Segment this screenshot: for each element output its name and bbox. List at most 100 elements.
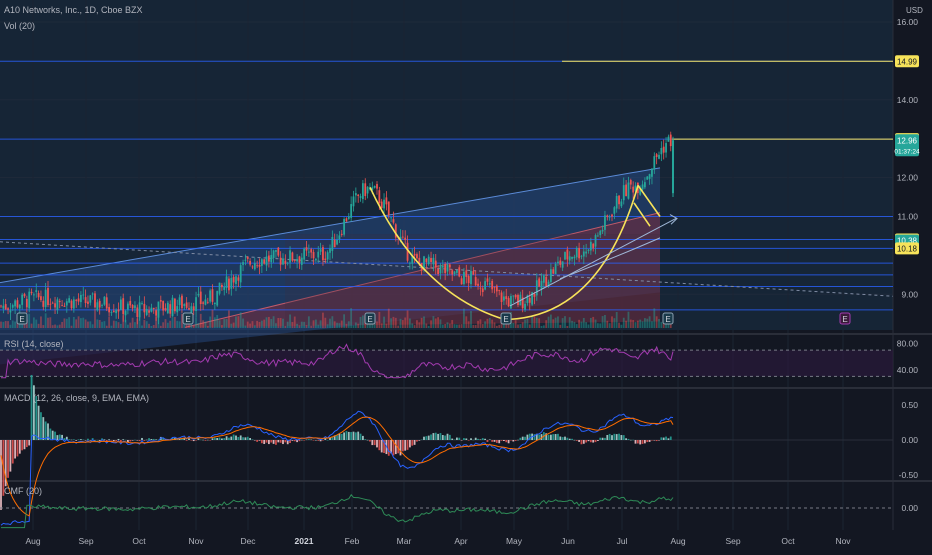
candle-body[interactable] <box>244 259 247 261</box>
candle-body[interactable] <box>206 301 209 303</box>
candle-body[interactable] <box>651 168 653 177</box>
candle-body[interactable] <box>112 310 115 313</box>
candle-body[interactable] <box>552 269 555 274</box>
candle-body[interactable] <box>448 264 451 268</box>
candle-body[interactable] <box>608 216 611 218</box>
candle-body[interactable] <box>221 284 223 288</box>
candle-body[interactable] <box>418 257 421 263</box>
candle-body[interactable] <box>58 300 61 303</box>
candle-body[interactable] <box>322 247 324 261</box>
candle-body[interactable] <box>134 305 136 309</box>
candle-body[interactable] <box>185 302 188 308</box>
candle-body[interactable] <box>47 288 49 306</box>
candle-body[interactable] <box>270 255 273 263</box>
candle-body[interactable] <box>192 306 195 311</box>
candle-body[interactable] <box>347 216 350 219</box>
candle-body[interactable] <box>634 185 637 191</box>
candle-body[interactable] <box>648 174 651 179</box>
candle-body[interactable] <box>653 156 656 170</box>
candle-body[interactable] <box>317 251 320 258</box>
candle-body[interactable] <box>183 304 186 306</box>
candle-body[interactable] <box>566 249 569 260</box>
candle-body[interactable] <box>249 260 251 265</box>
candle-body[interactable] <box>307 251 310 253</box>
candle-body[interactable] <box>672 140 674 194</box>
candle-body[interactable] <box>641 184 644 190</box>
candle-body[interactable] <box>451 270 454 275</box>
candle-body[interactable] <box>75 299 78 301</box>
candle-body[interactable] <box>662 146 665 153</box>
candle-body[interactable] <box>159 300 162 302</box>
candle-body[interactable] <box>470 270 472 285</box>
candle-body[interactable] <box>481 288 484 292</box>
candle-body[interactable] <box>56 299 59 311</box>
candle-body[interactable] <box>439 265 442 274</box>
candle-body[interactable] <box>218 282 221 294</box>
candle-body[interactable] <box>437 269 439 275</box>
candle-body[interactable] <box>166 302 169 314</box>
candle-body[interactable] <box>30 291 33 294</box>
candle-body[interactable] <box>230 277 233 289</box>
candle-body[interactable] <box>561 261 564 268</box>
candle-body[interactable] <box>162 300 165 311</box>
candle-body[interactable] <box>498 289 501 291</box>
candle-body[interactable] <box>298 256 301 263</box>
price-axis[interactable]: 16.0014.0012.0011.009.0014.9912.9912.960… <box>894 17 920 513</box>
candle-body[interactable] <box>488 283 491 285</box>
candle-body[interactable] <box>387 201 390 216</box>
candle-body[interactable] <box>333 239 336 248</box>
candle-body[interactable] <box>599 230 602 236</box>
candle-body[interactable] <box>136 307 139 318</box>
candle-body[interactable] <box>284 260 287 264</box>
candle-body[interactable] <box>660 148 663 155</box>
candle-body[interactable] <box>416 254 418 259</box>
candle-body[interactable] <box>575 247 578 258</box>
candle-body[interactable] <box>21 294 24 305</box>
candle-body[interactable] <box>155 310 157 316</box>
candle-body[interactable] <box>188 308 190 310</box>
macd-pane[interactable] <box>0 374 893 526</box>
candle-body[interactable] <box>82 294 85 296</box>
candle-body[interactable] <box>646 176 649 180</box>
candle-body[interactable] <box>127 303 129 310</box>
candle-body[interactable] <box>63 305 66 307</box>
candle-body[interactable] <box>94 293 96 308</box>
candle-body[interactable] <box>472 271 475 275</box>
candle-body[interactable] <box>456 270 458 273</box>
candle-body[interactable] <box>453 271 456 275</box>
candle-body[interactable] <box>531 292 533 305</box>
candle-body[interactable] <box>491 280 494 290</box>
candle-body[interactable] <box>33 294 35 296</box>
candle-body[interactable] <box>131 305 134 309</box>
candle-body[interactable] <box>176 306 179 313</box>
candle-body[interactable] <box>171 297 174 317</box>
candle-body[interactable] <box>655 154 658 157</box>
candle-body[interactable] <box>293 260 296 262</box>
candle-body[interactable] <box>291 252 294 261</box>
candle-body[interactable] <box>404 237 407 241</box>
candle-body[interactable] <box>28 291 31 309</box>
candle-body[interactable] <box>479 287 482 289</box>
candle-body[interactable] <box>310 249 313 253</box>
candle-body[interactable] <box>512 295 515 297</box>
candle-body[interactable] <box>582 251 585 257</box>
candle-body[interactable] <box>148 310 150 313</box>
candle-body[interactable] <box>639 189 642 195</box>
candle-body[interactable] <box>77 298 80 302</box>
candle-body[interactable] <box>446 264 449 272</box>
candle-body[interactable] <box>11 305 14 308</box>
candle-body[interactable] <box>425 258 428 263</box>
candle-body[interactable] <box>540 280 543 289</box>
candle-body[interactable] <box>315 259 317 261</box>
candle-body[interactable] <box>51 302 54 304</box>
candle-body[interactable] <box>197 293 200 296</box>
candle-body[interactable] <box>129 300 132 306</box>
candle-body[interactable] <box>627 182 630 199</box>
candle-body[interactable] <box>542 275 545 283</box>
candle-body[interactable] <box>209 290 212 302</box>
candle-body[interactable] <box>394 224 397 238</box>
candle-body[interactable] <box>392 219 395 223</box>
candle-body[interactable] <box>110 312 113 313</box>
